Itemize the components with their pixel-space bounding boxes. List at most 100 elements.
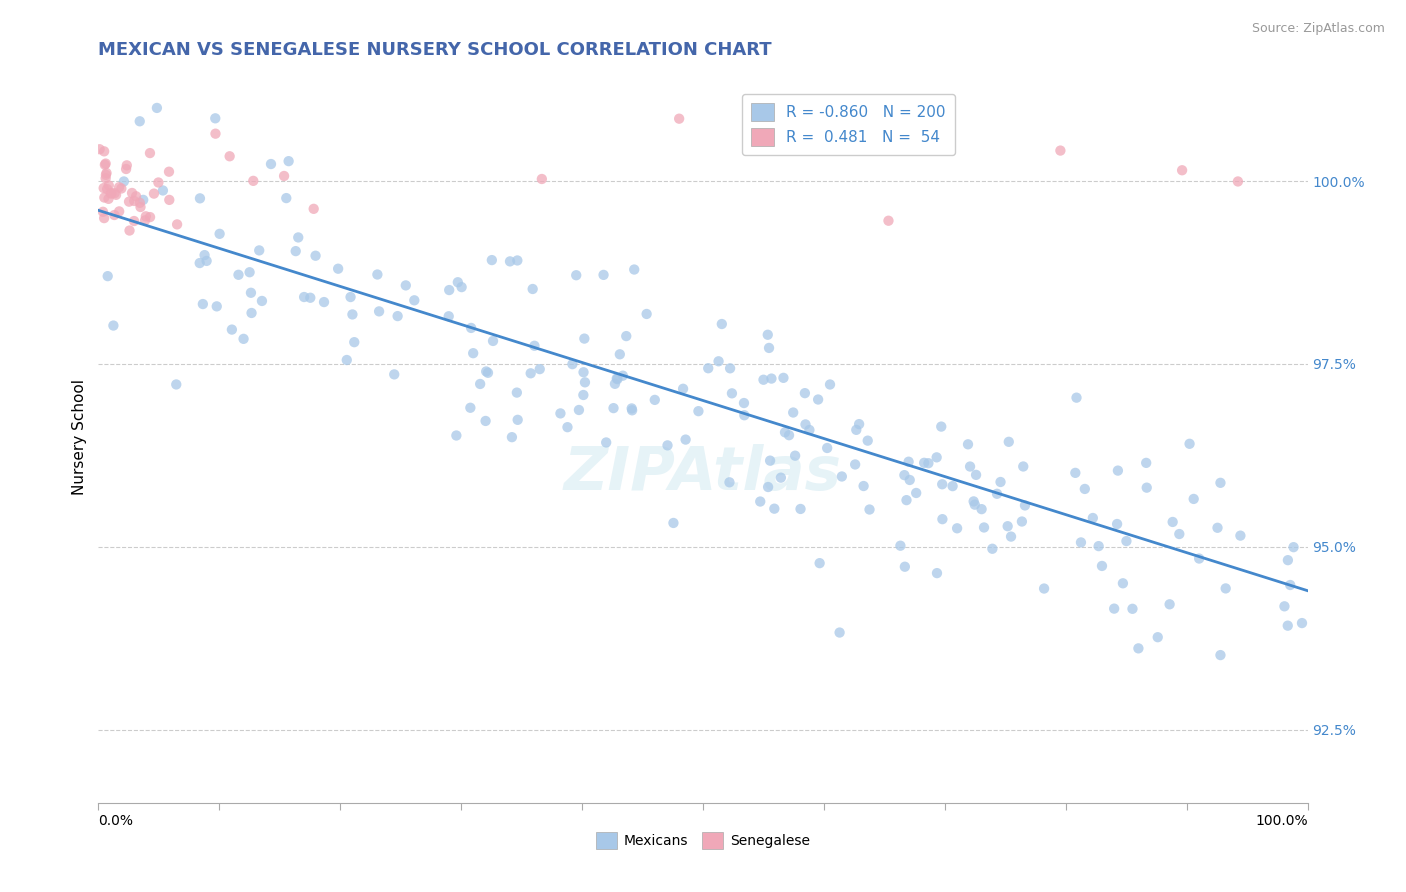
Mexicans (1159, 597, 1181, 611)
Mexicans (897, 455, 920, 469)
Mexicans (962, 494, 984, 508)
Mexicans (828, 625, 851, 640)
Mexicans (366, 268, 388, 282)
Mexicans (636, 307, 658, 321)
Mexicans (1277, 553, 1299, 567)
Mexicans (292, 290, 315, 304)
Mexicans (997, 434, 1019, 449)
Mexicans (193, 248, 215, 262)
Mexicans (1112, 576, 1135, 591)
Mexicans (752, 373, 775, 387)
Mexicans (247, 244, 270, 258)
Mexicans (602, 401, 624, 416)
Mexicans (557, 420, 579, 434)
Senegalese (530, 172, 553, 186)
Senegalese (142, 186, 165, 201)
Mexicans (1087, 539, 1109, 553)
Senegalese (100, 186, 122, 201)
Mexicans (1279, 578, 1302, 592)
Mexicans (931, 512, 953, 526)
Senegalese (118, 194, 141, 209)
Mexicans (132, 193, 155, 207)
Mexicans (925, 450, 948, 465)
Mexicans (942, 479, 965, 493)
Mexicans (395, 278, 418, 293)
Senegalese (139, 210, 162, 224)
Senegalese (125, 189, 148, 203)
Mexicans (970, 502, 993, 516)
Mexicans (523, 339, 546, 353)
Mexicans (128, 114, 150, 128)
Mexicans (474, 414, 496, 428)
Senegalese (128, 195, 150, 210)
Mexicans (606, 372, 628, 386)
Mexicans (756, 327, 779, 342)
Mexicans (799, 423, 821, 437)
Mexicans (382, 368, 405, 382)
Mexicans (894, 559, 917, 574)
Mexicans (326, 261, 349, 276)
Mexicans (103, 318, 125, 333)
Mexicans (614, 329, 637, 343)
Mexicans (896, 493, 918, 508)
Mexicans (707, 354, 730, 368)
Mexicans (612, 368, 634, 383)
Mexicans (191, 297, 214, 311)
Senegalese (148, 176, 170, 190)
Mexicans (205, 299, 228, 313)
Mexicans (1178, 437, 1201, 451)
Senegalese (93, 211, 115, 226)
Mexicans (981, 541, 1004, 556)
Senegalese (135, 210, 157, 224)
Mexicans (152, 184, 174, 198)
Mexicans (1091, 558, 1114, 573)
Mexicans (772, 371, 794, 385)
Mexicans (815, 441, 838, 455)
Senegalese (93, 145, 115, 159)
Mexicans (623, 262, 645, 277)
Mexicans (1215, 582, 1237, 596)
Mexicans (1209, 475, 1232, 490)
Senegalese (97, 178, 120, 193)
Mexicans (1033, 582, 1056, 596)
Senegalese (94, 158, 117, 172)
Mexicans (749, 494, 772, 508)
Mexicans (195, 253, 218, 268)
Mexicans (785, 449, 807, 463)
Senegalese (1171, 163, 1194, 178)
Senegalese (121, 186, 143, 200)
Senegalese (94, 156, 117, 170)
Mexicans (1136, 481, 1159, 495)
Mexicans (1000, 530, 1022, 544)
Mexicans (965, 467, 987, 482)
Mexicans (506, 413, 529, 427)
Mexicans (697, 361, 720, 376)
Mexicans (1011, 515, 1033, 529)
Senegalese (91, 204, 114, 219)
Mexicans (574, 332, 596, 346)
Mexicans (1277, 618, 1299, 632)
Mexicans (1107, 464, 1129, 478)
Mexicans (657, 438, 679, 452)
Mexicans (1102, 601, 1125, 615)
Mexicans (437, 283, 460, 297)
Mexicans (644, 392, 666, 407)
Mexicans (1146, 630, 1168, 644)
Mexicans (688, 404, 710, 418)
Mexicans (893, 468, 915, 483)
Mexicans (277, 154, 299, 169)
Mexicans (1070, 535, 1092, 549)
Mexicans (1012, 459, 1035, 474)
Senegalese (115, 158, 138, 172)
Mexicans (312, 295, 335, 310)
Mexicans (287, 230, 309, 244)
Mexicans (506, 253, 529, 268)
Mexicans (299, 291, 322, 305)
Mexicans (522, 282, 544, 296)
Senegalese (94, 171, 117, 186)
Mexicans (572, 365, 595, 379)
Mexicans (463, 346, 485, 360)
Mexicans (1229, 528, 1251, 542)
Mexicans (568, 403, 591, 417)
Mexicans (1135, 456, 1157, 470)
